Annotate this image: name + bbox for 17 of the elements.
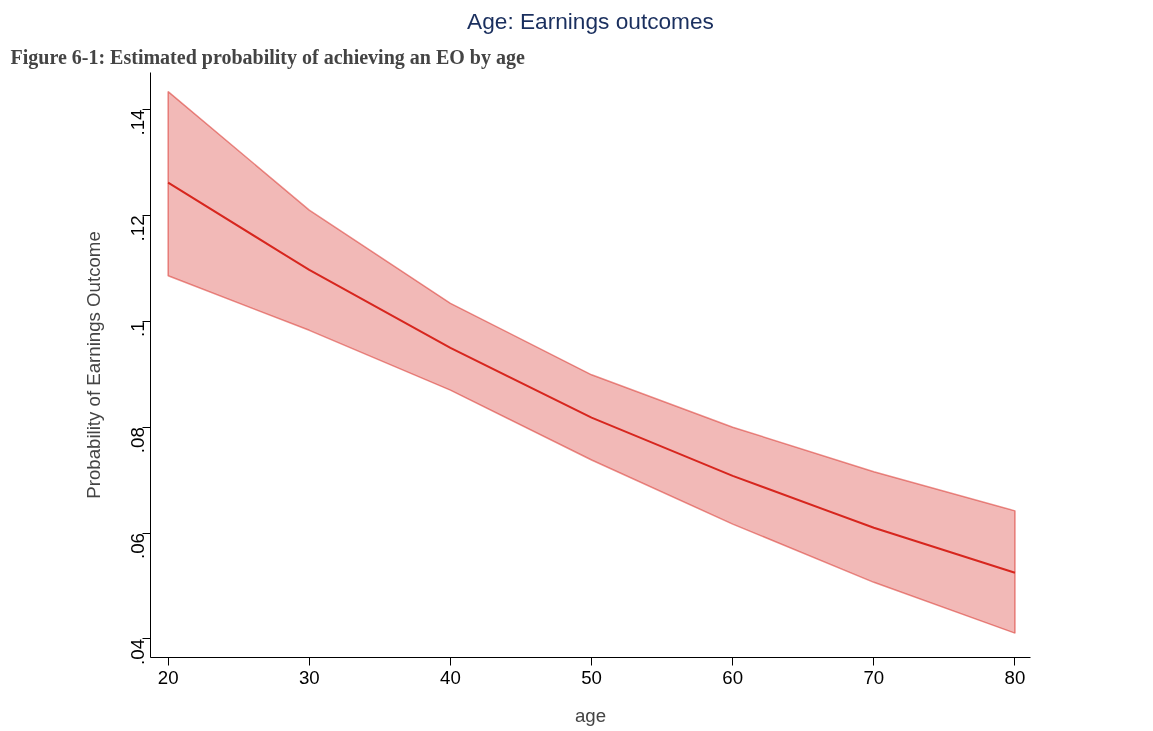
y-tick-label: .06 — [127, 533, 148, 560]
y-tick-label: .1 — [127, 321, 148, 337]
y-tick-label: .14 — [127, 109, 148, 136]
x-tick-label: 80 — [1004, 666, 1026, 688]
y-tick-label: .04 — [127, 638, 148, 665]
y-tick-label: .08 — [127, 427, 148, 454]
y-tick-label: .12 — [127, 215, 148, 242]
y-axis-title: Probability of Earnings Outcome — [82, 231, 104, 499]
x-tick-label: 40 — [440, 666, 461, 688]
x-tick-label: 50 — [581, 666, 602, 688]
x-tick-label: 20 — [157, 666, 179, 688]
caption: Figure 6-1: Estimated probability of achieving an EO by age — [10, 45, 525, 69]
x-tick-label: 30 — [298, 666, 320, 688]
chart-title: Age: Earnings outcomes — [467, 7, 714, 34]
x-tick-label: 70 — [863, 666, 885, 688]
x-tick-label: 60 — [722, 666, 744, 688]
x-axis-title: age — [574, 704, 607, 726]
